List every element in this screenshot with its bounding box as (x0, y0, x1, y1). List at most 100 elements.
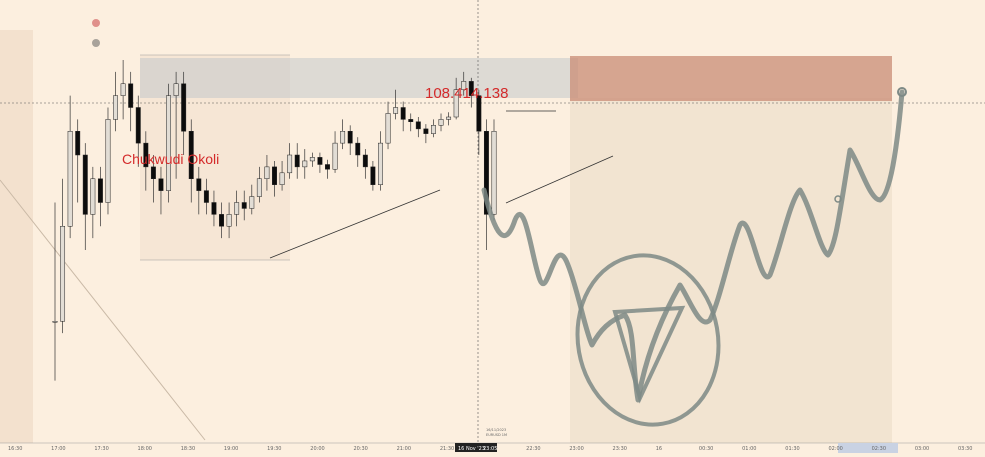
candle-body (378, 142, 383, 185)
hand-drawn-projection (481, 89, 905, 403)
candle-body (82, 154, 88, 215)
time-axis-tick: 22:30 (526, 446, 540, 452)
time-axis-ticks: 16:30 17:00 17:30 18:00 18:30 19:00 19:30 20:00… (8, 446, 972, 452)
candles-group (52, 60, 497, 381)
candle-body (438, 119, 444, 126)
time-axis-tick: 19:30 (267, 446, 281, 452)
candle-body (113, 95, 119, 120)
candle-body (241, 202, 247, 209)
candle-body (408, 119, 414, 122)
crosshair-date-box (455, 443, 497, 452)
time-axis-tick: 01:00 (742, 446, 756, 452)
candle-body (279, 172, 285, 185)
projection-zone (570, 98, 892, 443)
candle-body (461, 81, 467, 90)
time-axis-tick: 23:30 (613, 446, 627, 452)
indicator-dot-red (92, 19, 100, 27)
axis-highlight-range (838, 443, 898, 453)
candle-body (75, 131, 81, 156)
candle-body (52, 321, 58, 323)
candle-body (249, 196, 255, 209)
time-axis-tick: 02:00 (828, 446, 842, 452)
time-axis-tick: 21:30 (440, 446, 454, 452)
crosshair-date-label: 16 Nov '23 (458, 446, 485, 452)
candle-body (400, 107, 406, 120)
candle-body (90, 178, 96, 215)
candle-body (355, 142, 361, 156)
trendline-1 (269, 189, 441, 259)
candle-body (287, 154, 293, 174)
time-axis-tick: 18:30 (181, 446, 195, 452)
candle-body (309, 157, 315, 162)
candle-body (272, 166, 277, 185)
candle-body (430, 125, 436, 134)
endpoint-dot (897, 87, 907, 97)
candle-body (97, 178, 103, 203)
candle-body (196, 178, 202, 191)
candle-body (340, 131, 346, 144)
candle-body (370, 166, 376, 185)
time-axis-tick: 21:00 (397, 446, 411, 452)
candle-body (226, 214, 232, 227)
crosshair-time-label: 23:05 (483, 446, 497, 452)
indicator-dot-grey (92, 39, 100, 47)
candle-body (491, 131, 497, 215)
candle-body (294, 154, 300, 168)
candle-body (264, 166, 270, 179)
time-axis-tick: 03:00 (915, 446, 929, 452)
candle-body (203, 190, 209, 203)
time-axis-tick: 23:00 (569, 446, 583, 452)
candle-body (105, 119, 111, 203)
candle-body (302, 160, 308, 168)
midpoint-dot (834, 195, 842, 203)
watermark-name-label: Chukwudi Okoli (122, 151, 219, 167)
candle-body (415, 121, 421, 130)
candle-body (453, 89, 459, 118)
candle-body (423, 128, 429, 134)
price-label: 108.414.138 (425, 85, 508, 102)
candle-body (256, 178, 262, 197)
candle-body (393, 107, 399, 114)
candle-body (143, 142, 149, 168)
candle-body (362, 154, 368, 168)
session-shade-mid (140, 55, 290, 260)
time-axis-tick: 01:30 (785, 446, 799, 452)
candle-body (60, 226, 66, 322)
candle-body (188, 131, 194, 179)
candle-body (317, 157, 323, 165)
candle-body (166, 95, 171, 191)
time-axis-tick: 20:30 (353, 446, 367, 452)
candle-body (181, 83, 187, 132)
candle-body (347, 131, 353, 144)
candle-body (211, 202, 217, 215)
candle-body (385, 113, 391, 144)
stop-zone (140, 58, 578, 98)
candle-body (446, 116, 452, 120)
candle-body (468, 81, 474, 96)
diagonal-guide-line (0, 179, 206, 441)
time-axis-tick: 02:30 (872, 446, 886, 452)
crosshair-info-line2: EURUSD 1M (486, 433, 507, 437)
trendline-2 (505, 155, 614, 204)
target-zone (570, 56, 892, 101)
time-axis-tick: 18:00 (138, 446, 152, 452)
candle-body (173, 83, 179, 96)
candle-body (128, 83, 134, 108)
crosshair-info-line1: 16/11/2023 (486, 428, 506, 432)
time-axis-tick: 17:00 (51, 446, 65, 452)
time-axis-tick: 16 (656, 446, 662, 452)
hand-drawn-triangle (612, 305, 686, 404)
time-axis-tick: 17:30 (94, 446, 108, 452)
candle-body (483, 131, 489, 215)
time-axis-tick: 20:00 (310, 446, 324, 452)
candle-body (135, 107, 141, 144)
time-axis-tick: 03:30 (958, 446, 972, 452)
candle-body (150, 166, 156, 179)
candle-body (219, 214, 224, 227)
candle-body (67, 131, 73, 227)
candle-body (120, 83, 126, 96)
candle-body (476, 95, 482, 132)
candle-body (325, 164, 330, 170)
